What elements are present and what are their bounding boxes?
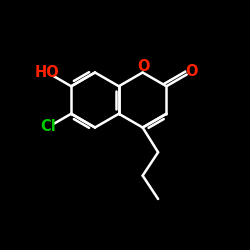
Text: Cl: Cl: [40, 119, 56, 134]
Text: HO: HO: [35, 66, 59, 80]
Text: O: O: [138, 59, 150, 74]
Text: O: O: [185, 64, 198, 79]
